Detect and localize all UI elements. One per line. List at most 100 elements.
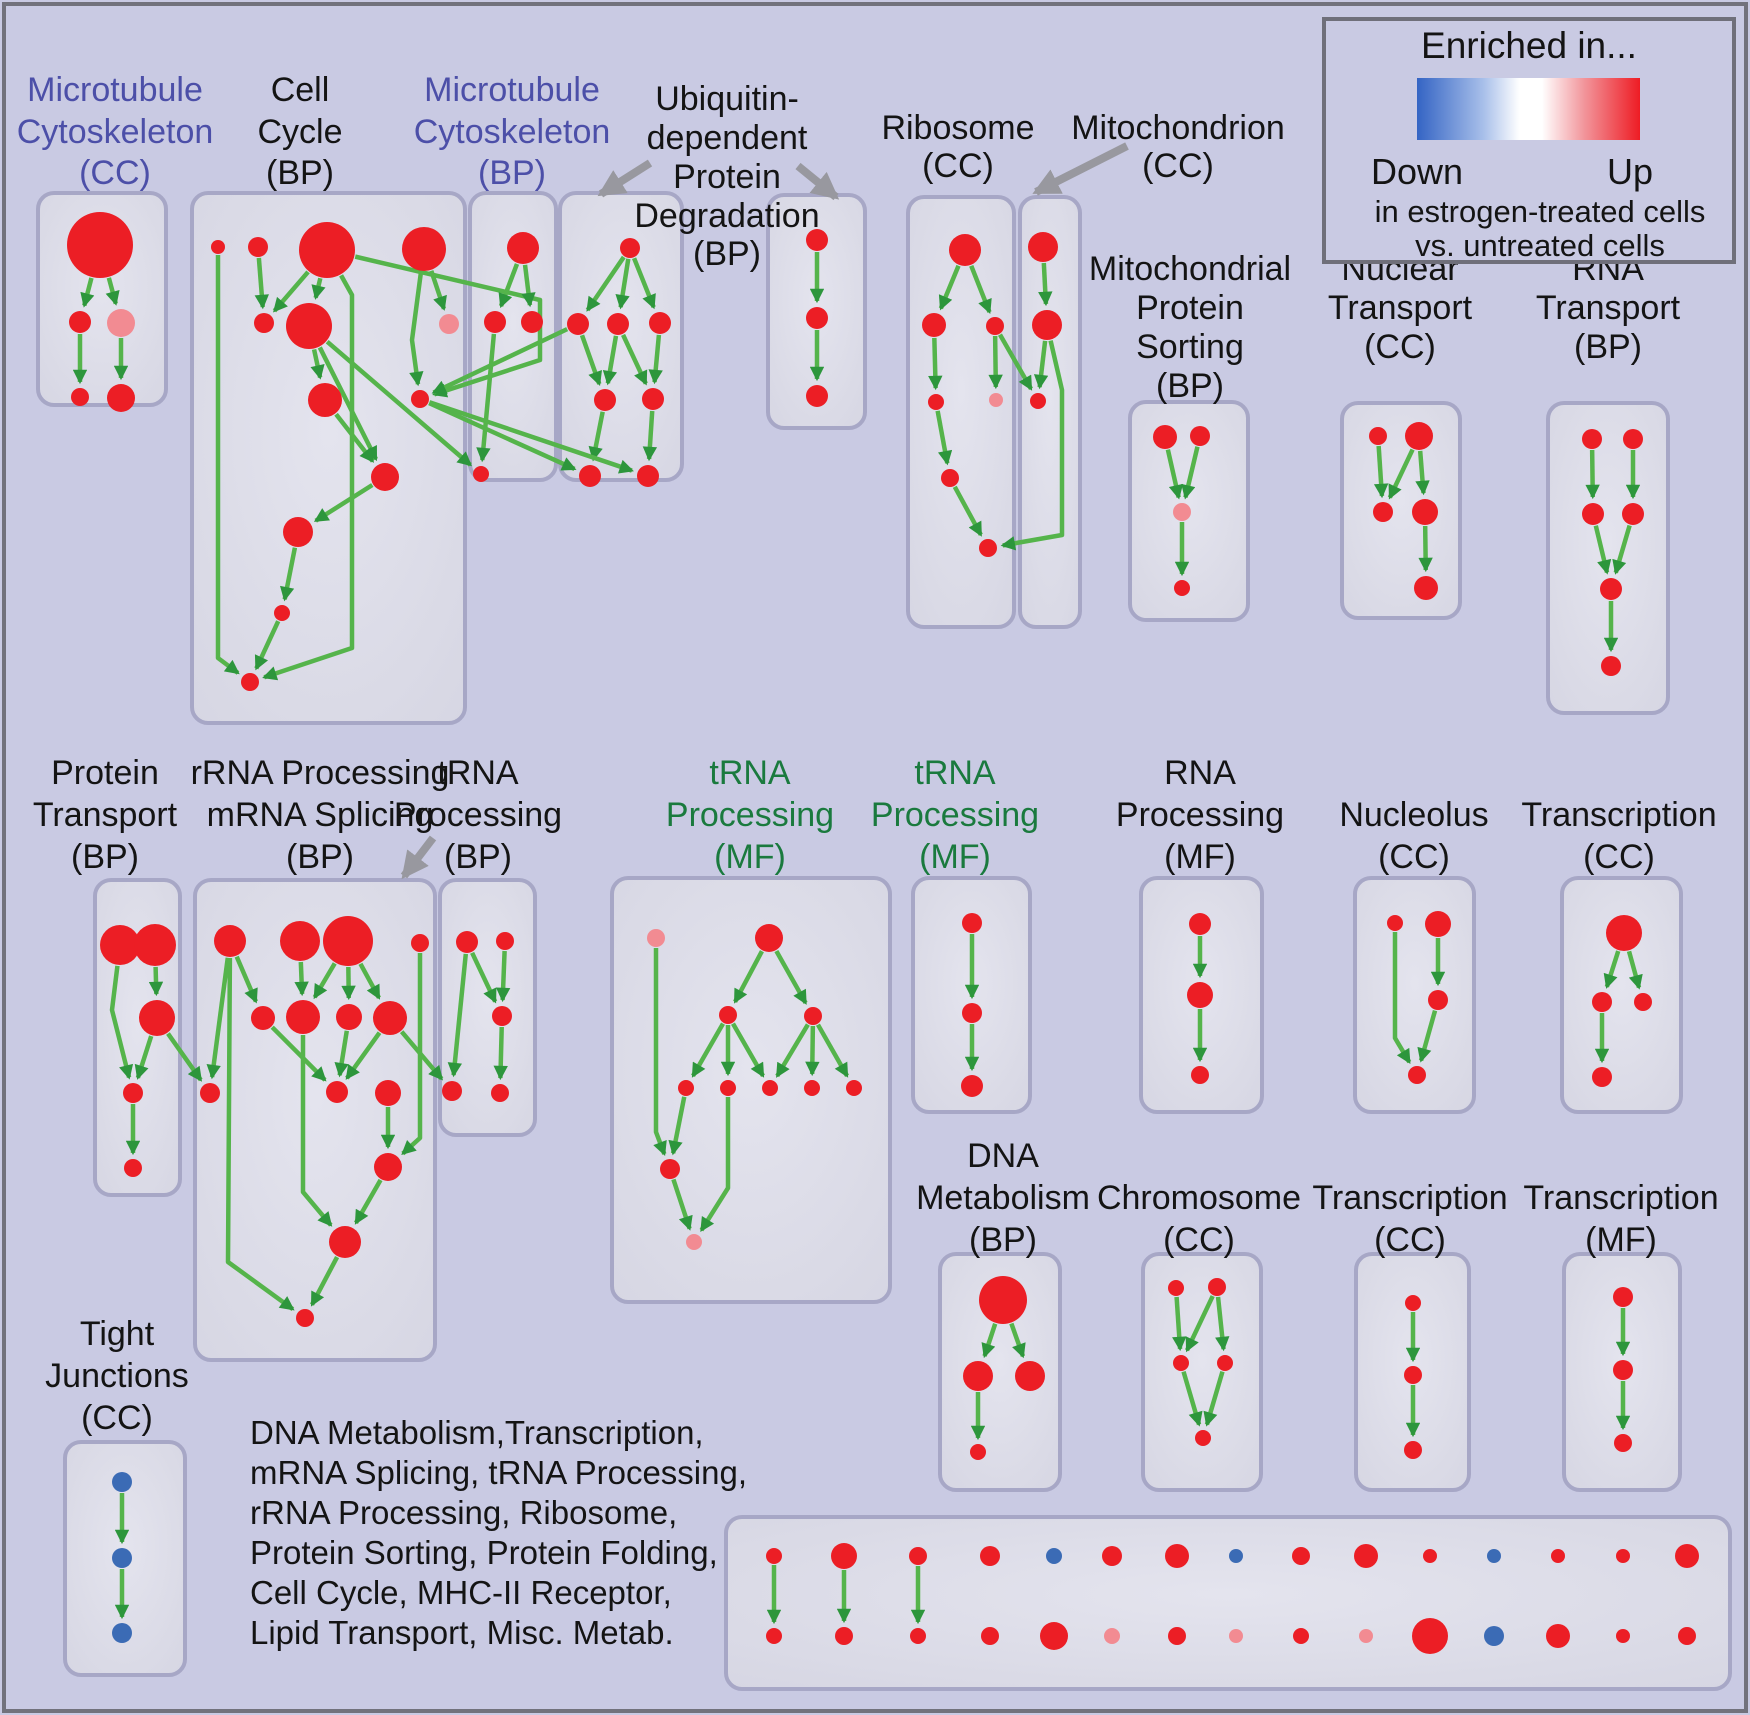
go-term-node-bottom-c10b[interactable] <box>1359 1629 1373 1643</box>
go-term-node-rnatrans-tl[interactable] <box>1582 429 1602 449</box>
go-term-node-transcc1-big[interactable] <box>1606 915 1642 951</box>
go-term-node-chromosome-mr[interactable] <box>1217 1355 1233 1371</box>
go-term-node-mtbp-top[interactable] <box>507 232 539 264</box>
go-term-node-pt-A[interactable] <box>100 925 140 965</box>
go-term-node-bottom-c9b[interactable] <box>1293 1628 1309 1644</box>
go-term-node-bottom-c4t[interactable] <box>980 1546 1000 1566</box>
go-term-node-ubiq1-MR[interactable] <box>649 312 671 334</box>
go-term-node-bottom-c2t[interactable] <box>831 1543 857 1569</box>
go-term-node-mtcc-d[interactable] <box>71 388 89 406</box>
go-term-node-bottom-c7b[interactable] <box>1168 1627 1186 1645</box>
go-term-node-rnatrans-tr[interactable] <box>1623 429 1643 449</box>
go-term-node-nucleolus-big[interactable] <box>1425 911 1451 937</box>
go-term-node-bottom-c15t[interactable] <box>1675 1544 1699 1568</box>
go-term-node-transcc1-R[interactable] <box>1634 993 1652 1011</box>
go-term-node-rnaproc-v1[interactable] <box>1189 913 1211 935</box>
go-term-node-pt-B[interactable] <box>134 924 176 966</box>
go-term-node-transmf-v3[interactable] <box>1614 1434 1632 1452</box>
go-term-node-trnabp-t1[interactable] <box>456 931 478 953</box>
go-term-node-ribosome-pk[interactable] <box>989 393 1003 407</box>
go-term-node-bottom-c15b[interactable] <box>1678 1627 1696 1645</box>
go-term-node-dnamet-L[interactable] <box>963 1361 993 1391</box>
go-term-node-trnamf1-T[interactable] <box>755 924 783 952</box>
go-term-node-bottom-c14t[interactable] <box>1616 1549 1630 1563</box>
go-term-node-rrna-r3[interactable] <box>323 916 373 966</box>
go-term-node-transcc2-v1[interactable] <box>1405 1295 1421 1311</box>
go-term-node-trnamf1-c1[interactable] <box>678 1080 694 1096</box>
go-term-node-cellcycle-pk[interactable] <box>439 314 459 334</box>
go-term-node-dnamet-R[interactable] <box>1015 1361 1045 1391</box>
go-term-node-bottom-c3t[interactable] <box>909 1547 927 1565</box>
go-term-node-transmf-v2[interactable] <box>1613 1360 1633 1380</box>
go-term-node-cellcycle-s2[interactable] <box>274 605 290 621</box>
go-term-node-bottom-c1b[interactable] <box>766 1628 782 1644</box>
go-term-node-bottom-c9t[interactable] <box>1292 1547 1310 1565</box>
go-term-node-ubiq1-MM[interactable] <box>607 313 629 335</box>
go-term-node-cellcycle-m4[interactable] <box>371 463 399 491</box>
go-term-node-mito-v1[interactable] <box>1028 232 1058 262</box>
go-term-node-cellcycle-s1[interactable] <box>254 313 274 333</box>
go-term-node-trnamf2-v2[interactable] <box>962 1003 982 1023</box>
go-term-node-trnamf1-mR[interactable] <box>804 1007 822 1025</box>
go-term-node-nuclear-ml[interactable] <box>1373 502 1393 522</box>
go-term-node-trnamf1-pkT[interactable] <box>647 929 665 947</box>
go-term-node-rrna-r10[interactable] <box>375 1080 401 1106</box>
go-term-node-nuclear-tl[interactable] <box>1369 427 1387 445</box>
go-term-node-bottom-c13t[interactable] <box>1551 1549 1565 1563</box>
go-term-node-trnamf2-v3[interactable] <box>961 1075 983 1097</box>
go-term-node-ribosome-L[interactable] <box>922 313 946 337</box>
go-term-node-trnamf1-pkB[interactable] <box>686 1234 702 1250</box>
go-term-node-ribosome-R[interactable] <box>986 317 1004 335</box>
go-term-node-rrna-r6[interactable] <box>286 1000 320 1034</box>
go-term-node-ubiq1-ML[interactable] <box>567 313 589 335</box>
go-term-node-bottom-c5b[interactable] <box>1040 1622 1068 1650</box>
go-term-node-mps-L[interactable] <box>1153 425 1177 449</box>
go-term-node-cellcycle-m5[interactable] <box>283 517 313 547</box>
go-term-node-ubiq1-LL[interactable] <box>594 389 616 411</box>
go-term-node-rnatrans-ml[interactable] <box>1582 503 1604 525</box>
go-term-node-bottom-c3b[interactable] <box>910 1628 926 1644</box>
go-term-node-transcc2-v3[interactable] <box>1404 1441 1422 1459</box>
go-term-node-cellcycle-t1[interactable] <box>211 240 225 254</box>
go-term-node-mito-v2[interactable] <box>1032 310 1062 340</box>
go-term-node-trnamf1-mL[interactable] <box>719 1006 737 1024</box>
go-term-node-ubiq2-v3[interactable] <box>806 385 828 407</box>
go-term-node-bottom-c1t[interactable] <box>766 1548 782 1564</box>
go-term-node-nucleolus-mid[interactable] <box>1428 990 1448 1010</box>
go-term-node-cellcycle-big1[interactable] <box>299 222 355 278</box>
go-term-node-rrna-r1[interactable] <box>214 925 246 957</box>
go-term-node-cellcycle-bot[interactable] <box>241 673 259 691</box>
go-term-node-bottom-c5t[interactable] <box>1046 1548 1062 1564</box>
go-term-node-bottom-c13b[interactable] <box>1546 1624 1570 1648</box>
go-term-node-rrna-r4[interactable] <box>411 934 429 952</box>
go-term-node-cellcycle-big2[interactable] <box>402 227 446 271</box>
go-term-node-transcc1-L[interactable] <box>1592 992 1612 1012</box>
go-term-node-bottom-c6b[interactable] <box>1104 1628 1120 1644</box>
go-term-node-cellcycle-m1[interactable] <box>286 303 332 349</box>
go-term-node-chromosome-bot[interactable] <box>1195 1430 1211 1446</box>
go-term-node-rnatrans-mr[interactable] <box>1622 503 1644 525</box>
go-term-node-bottom-c8b[interactable] <box>1229 1629 1243 1643</box>
go-term-node-chromosome-tr[interactable] <box>1208 1278 1226 1296</box>
go-term-node-mps-R[interactable] <box>1190 426 1210 446</box>
go-term-node-bottom-c8t[interactable] <box>1229 1549 1243 1563</box>
go-term-node-trnamf2-v1[interactable] <box>962 913 982 933</box>
go-term-node-bottom-c2b[interactable] <box>835 1627 853 1645</box>
go-term-node-rnatrans-mid[interactable] <box>1600 578 1622 600</box>
go-term-node-rnatrans-bot[interactable] <box>1601 656 1621 676</box>
go-term-node-chromosome-tl[interactable] <box>1168 1280 1184 1296</box>
go-term-node-nuclear-mr[interactable] <box>1412 499 1438 525</box>
go-term-node-rrna-r7[interactable] <box>336 1004 362 1030</box>
go-term-node-bottom-c7t[interactable] <box>1165 1544 1189 1568</box>
go-term-node-cellcycle-hub[interactable] <box>411 390 429 408</box>
go-term-node-chromosome-ml[interactable] <box>1173 1355 1189 1371</box>
go-term-node-nuclear-bot[interactable] <box>1414 576 1438 600</box>
go-term-node-bottom-c14b[interactable] <box>1616 1629 1630 1643</box>
go-term-node-rrna-r8[interactable] <box>373 1001 407 1035</box>
go-term-node-tight-v3[interactable] <box>112 1623 132 1643</box>
go-term-node-mito-sm[interactable] <box>1030 393 1046 409</box>
go-term-node-bottom-c12b[interactable] <box>1484 1626 1504 1646</box>
go-term-node-bottom-c10t[interactable] <box>1354 1544 1378 1568</box>
go-term-node-ubiq1-T[interactable] <box>620 238 640 258</box>
go-term-node-ribosome-bot[interactable] <box>979 539 997 557</box>
